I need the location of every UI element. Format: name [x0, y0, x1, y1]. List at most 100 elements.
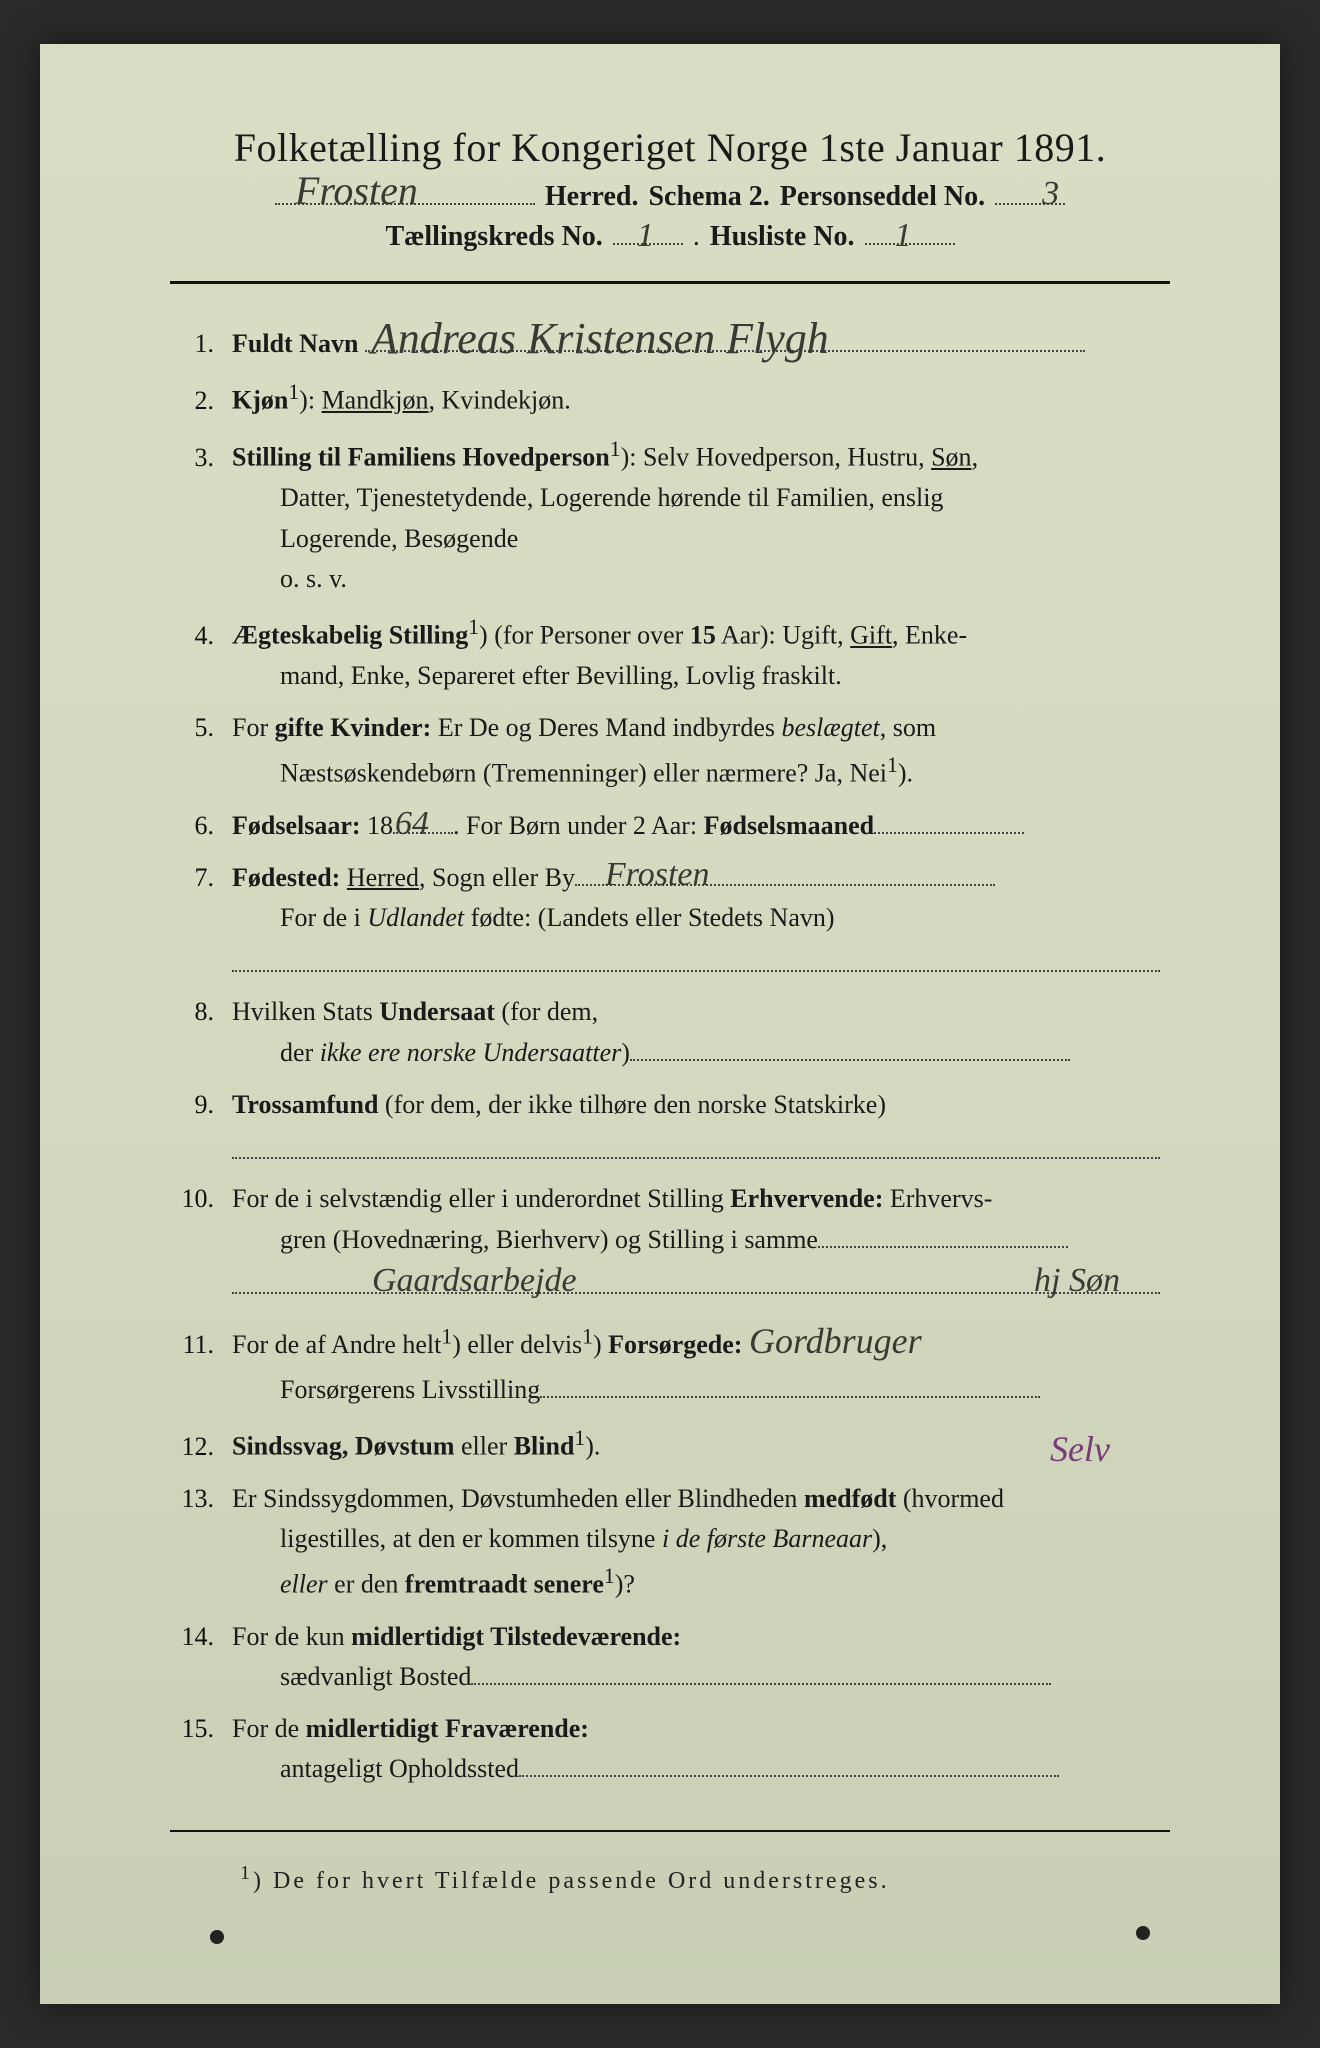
year-hand: 64 [395, 810, 429, 837]
blank-fill-10: Gaardsarbejde hj Søn [232, 1272, 1160, 1294]
field-label: Stilling til Familiens Hovedperson [232, 443, 610, 472]
entry-1: 1. Fuldt Navn Andreas Kristensen Flygh [170, 324, 1170, 364]
year-prefix: 18 [367, 811, 393, 840]
entry-num: 15. [170, 1714, 214, 1744]
entry-body: Fuldt Navn Andreas Kristensen Flygh [232, 324, 1170, 364]
field-label: Kjøn [232, 386, 288, 415]
text-c: ) [593, 1330, 608, 1359]
occupation-hand-a: Gaardsarbejde [372, 1267, 577, 1294]
fill [519, 1754, 1059, 1777]
entry-num: 3. [170, 443, 214, 473]
husliste-no: 1 [895, 222, 912, 249]
sup: 1 [240, 1862, 253, 1884]
cont-line: Logerende, Besøgende [280, 519, 1170, 559]
entry-num: 10. [170, 1184, 214, 1214]
field-label: Trossamfund [232, 1090, 378, 1119]
cont-line: eller er den fremtraadt senere1)? [280, 1560, 1170, 1605]
rule-top [170, 281, 1170, 284]
entry-body: Hvilken Stats Undersaat (for dem, der ik… [232, 992, 1170, 1073]
field-label: Ægteskabelig Stilling [232, 621, 468, 650]
herred-field: Frosten [275, 203, 535, 205]
personseddel-no: 3 [1042, 180, 1059, 207]
cont-line: o. s. v. [280, 559, 1170, 599]
fill [630, 1037, 1070, 1060]
cont-line: antageligt Opholdssted [280, 1749, 1170, 1789]
year-field: 64 [393, 810, 453, 833]
entry-body: Ægteskabelig Stilling1) (for Personer ov… [232, 611, 1170, 696]
cont-line: For de i Udlandet fødte: (Landets eller … [280, 898, 1170, 938]
text-a: Er Sindssygdommen, Døvstumheden eller Bl… [232, 1484, 804, 1513]
text: gren (Hovednæring, Bierhverv) og Stillin… [280, 1225, 818, 1254]
text: (for dem, der ikke tilhøre den norske St… [378, 1090, 886, 1119]
cont-line: mand, Enke, Separeret efter Bevilling, L… [280, 656, 1170, 696]
entry-body: For de midlertidigt Fraværende: antageli… [232, 1709, 1170, 1790]
text-b: ). [585, 1432, 600, 1461]
entry-2: 2. Kjøn1): Mandkjøn, Kvindekjøn. [170, 376, 1170, 421]
entry-body: Fødselsaar: 1864. For Børn under 2 Aar: … [232, 806, 1170, 846]
entry-body: Sindssvag, Døvstum eller Blind1). Selv [232, 1422, 1170, 1467]
herred-label: Herred. [545, 181, 639, 213]
prefix: For [232, 713, 275, 742]
underlined-option: Mandkjøn [322, 386, 429, 415]
entry-12: 12. Sindssvag, Døvstum eller Blind1). Se… [170, 1422, 1170, 1467]
entry-num: 5. [170, 713, 214, 743]
sup: 1 [887, 753, 898, 777]
field-label: gifte Kvinder: [275, 713, 432, 742]
bold: midlertidigt Tilstedeværende: [351, 1622, 681, 1651]
form-entries: 1. Fuldt Navn Andreas Kristensen Flygh 2… [170, 324, 1170, 1790]
text: Forsørgerens Livsstilling [280, 1375, 540, 1404]
entry-6: 6. Fødselsaar: 1864. For Børn under 2 Aa… [170, 806, 1170, 846]
sup: 1 [604, 1564, 615, 1588]
entry-11: 11. For de af Andre helt1) eller delvis1… [170, 1314, 1170, 1410]
entry-num: 2. [170, 386, 214, 416]
field-label: Fuldt Navn [232, 329, 358, 358]
cont-line: der ikke ere norske Undersaatter) [280, 1033, 1170, 1073]
entry-9: 9. Trossamfund (for dem, der ikke tilhør… [170, 1085, 1170, 1125]
sup: 1 [610, 437, 621, 461]
text-b: er den [328, 1569, 405, 1598]
entry-body: Stilling til Familiens Hovedperson1): Se… [232, 433, 1170, 599]
entry-body: Trossamfund (for dem, der ikke tilhøre d… [232, 1085, 1170, 1125]
entry-num: 4. [170, 621, 214, 651]
text-a: For de i selvstændig eller i underordnet… [232, 1184, 730, 1213]
text: Næstsøskendebørn (Tremenninger) eller næ… [280, 758, 887, 787]
personseddel-field: 3 [995, 203, 1065, 205]
italic: ikke ere norske Undersaatter [320, 1038, 622, 1067]
entry-body: Fødested: Herred, Sogn eller ByFrosten F… [232, 858, 1170, 939]
entry-num: 1. [170, 329, 214, 359]
cont-line: sædvanligt Bosted [280, 1657, 1170, 1697]
text-a: For de kun [232, 1622, 351, 1651]
punch-hole-icon [210, 1930, 224, 1944]
husliste-field: 1 [865, 243, 955, 245]
text-b: ) eller delvis [452, 1330, 582, 1359]
sup: 1 [441, 1324, 452, 1348]
personseddel-label: Personseddel No. [780, 181, 985, 213]
sup: 1 [288, 380, 299, 404]
text-b: (hvormed [896, 1484, 1004, 1513]
entry-14: 14. For de kun midlertidigt Tilstedevære… [170, 1617, 1170, 1698]
sup: 1 [468, 615, 479, 639]
entry-8: 8. Hvilken Stats Undersaat (for dem, der… [170, 992, 1170, 1073]
italic: beslægtet [782, 713, 880, 742]
herred-handwritten: Frosten [295, 175, 418, 207]
text-b: ), [872, 1524, 887, 1553]
entry-5: 5. For gifte Kvinder: Er De og Deres Man… [170, 708, 1170, 793]
field-label: Fødested: [232, 863, 340, 892]
bold: Forsørgede: [608, 1330, 742, 1359]
bold: medfødt [804, 1484, 896, 1513]
entry-body: For de kun midlertidigt Tilstedeværende:… [232, 1617, 1170, 1698]
underlined-option: Herred [347, 863, 419, 892]
footnote-text: ) De for hvert Tilfælde passende Ord und… [253, 1868, 890, 1894]
underlined-option: Gift [850, 621, 892, 650]
entry-10: 10. For de i selvstændig eller i underor… [170, 1179, 1170, 1260]
entry-num: 14. [170, 1622, 214, 1652]
field-label2: Fødselsmaaned [704, 811, 874, 840]
mid: . For Børn under 2 Aar: [453, 811, 704, 840]
rule-bottom [170, 1830, 1170, 1832]
text-c: )? [615, 1569, 635, 1598]
text: antageligt Opholdssted [280, 1754, 519, 1783]
entry-num: 8. [170, 997, 214, 1027]
blank-fill-7 [232, 950, 1160, 972]
italic: i de første Barneaar [662, 1524, 872, 1553]
header-row-1: Frosten Herred. Schema 2. Personseddel N… [170, 181, 1170, 213]
